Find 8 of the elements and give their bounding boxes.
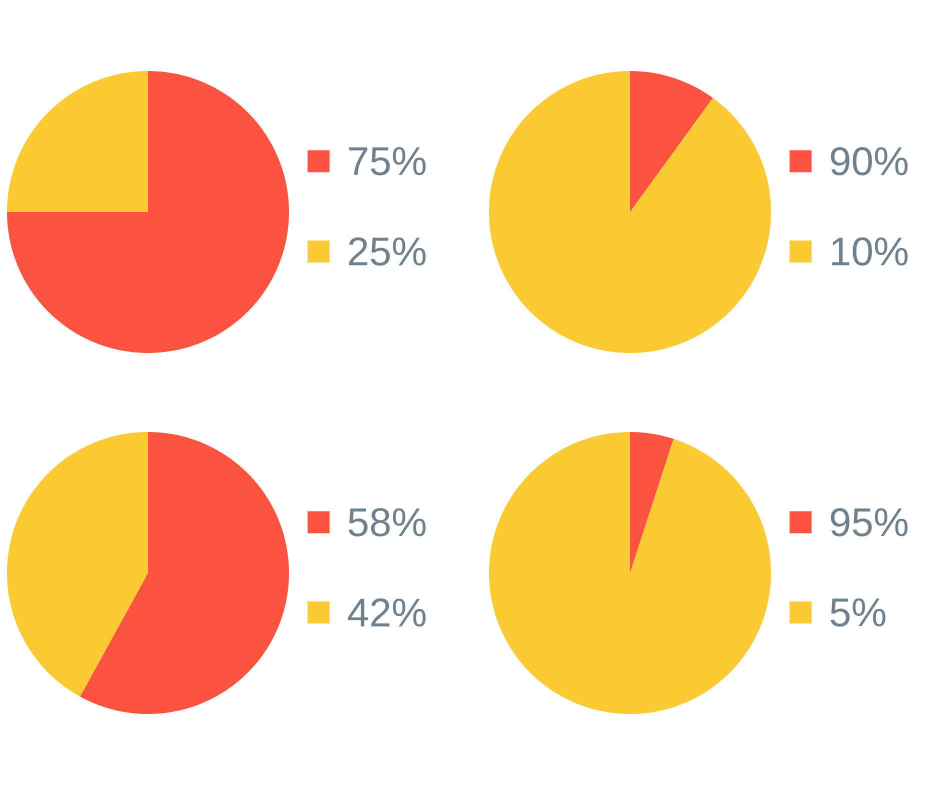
legend-label: 10% [832,237,908,266]
legend-label: 90% [830,147,908,176]
legend-label: 75% [349,147,426,176]
legend-label: 5% [830,598,886,627]
legend-label: 42% [348,598,426,627]
legend-label: 58% [348,508,426,536]
legend-label: 95% [830,508,908,536]
legend-label: 25% [349,237,426,266]
